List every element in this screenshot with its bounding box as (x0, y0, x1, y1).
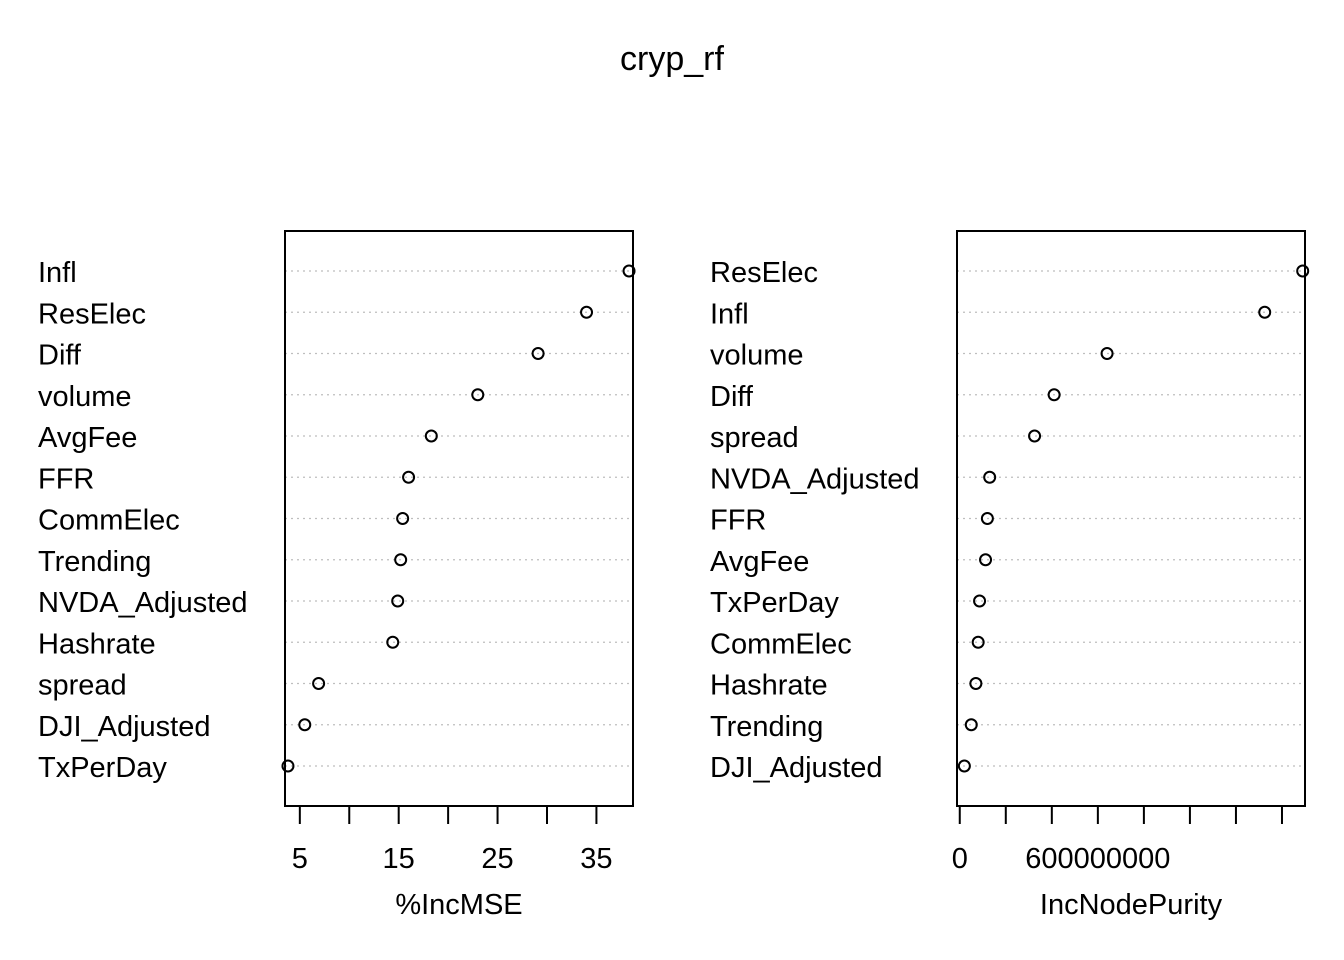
data-point (394, 553, 408, 567)
category-label: ResElec (38, 298, 146, 330)
category-label: NVDA_Adjusted (38, 587, 248, 619)
category-label: spread (38, 670, 127, 702)
x-tick-label: 0 (952, 843, 968, 875)
data-point (979, 553, 993, 567)
category-label: Trending (38, 546, 151, 578)
category-label: TxPerDay (38, 752, 167, 784)
x-tick-label: 15 (383, 843, 415, 875)
x-tick-label: 25 (481, 843, 513, 875)
data-point (1258, 305, 1272, 319)
data-point (580, 305, 594, 319)
data-point (964, 718, 978, 732)
data-point (980, 512, 994, 525)
data-point (973, 594, 987, 608)
plot-frame (956, 230, 1306, 807)
data-point (971, 635, 985, 649)
category-label: Hashrate (710, 670, 828, 702)
category-label: CommElec (710, 628, 852, 660)
data-point (402, 470, 416, 484)
category-label: CommElec (38, 505, 180, 537)
data-point (622, 264, 636, 278)
data-point (1296, 264, 1310, 278)
data-point (957, 759, 971, 773)
category-label: ResElec (710, 257, 818, 289)
data-point (281, 759, 295, 773)
x-tick-label: 35 (580, 843, 612, 875)
data-point (1047, 388, 1061, 402)
data-point (396, 512, 410, 525)
x-axis-label: %IncMSE (395, 889, 522, 921)
category-label: DJI_Adjusted (710, 752, 883, 784)
category-label: DJI_Adjusted (38, 711, 211, 743)
category-label: spread (710, 422, 799, 454)
x-axis-label: IncNodePurity (1040, 889, 1223, 921)
category-label: AvgFee (710, 546, 809, 578)
x-tick-label: 5 (292, 843, 308, 875)
category-label: Diff (38, 340, 82, 372)
data-point (471, 388, 485, 402)
chart-title: cryp_rf (620, 40, 724, 78)
category-label: volume (710, 340, 804, 372)
category-label: AvgFee (38, 422, 137, 454)
category-label: Infl (38, 257, 77, 289)
category-label: FFR (38, 463, 94, 495)
data-point (531, 347, 545, 360)
data-point (1100, 347, 1114, 360)
data-point (1028, 429, 1042, 443)
data-point (391, 594, 405, 608)
data-point (983, 470, 997, 484)
x-tick-label: 600000000 (1025, 843, 1170, 875)
category-label: Diff (710, 381, 754, 413)
panel-incmse: Infl ResElec Diff volume AvgFee FFR CommElec Tr… (38, 230, 636, 921)
category-label: FFR (710, 505, 766, 537)
data-point (969, 677, 983, 690)
panel-incnodepurity: ResElec Infl volume Diff spread NVDA_Adjusted… (710, 230, 1310, 921)
data-point (298, 718, 312, 732)
category-label: Hashrate (38, 628, 156, 660)
category-label: volume (38, 381, 132, 413)
data-point (386, 635, 400, 649)
data-point (312, 677, 326, 690)
category-label: TxPerDay (710, 587, 839, 619)
data-point (424, 429, 438, 443)
plot-frame (284, 230, 634, 807)
category-label: Trending (710, 711, 823, 743)
category-label: Infl (710, 298, 749, 330)
category-label: NVDA_Adjusted (710, 463, 920, 495)
